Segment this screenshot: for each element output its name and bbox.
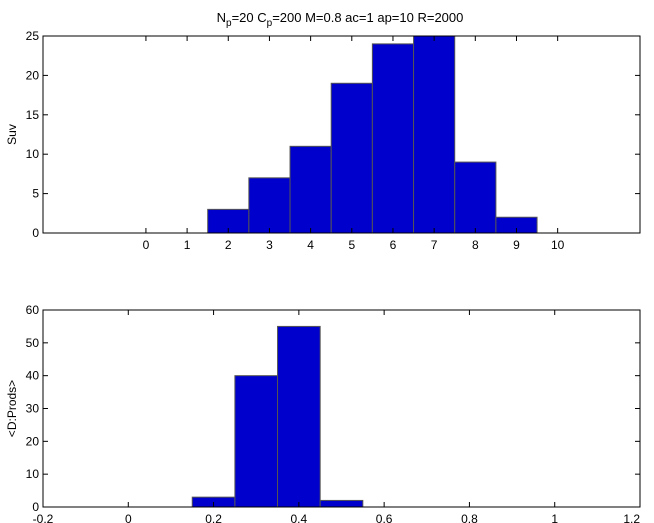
x-tick-label: 4 — [307, 238, 314, 252]
x-tick-label: 0 — [143, 238, 150, 252]
y-tick-label: 60 — [26, 303, 40, 317]
x-tick-label: 1.2 — [623, 512, 640, 523]
histogram-bar — [330, 82, 373, 234]
x-tick-label: 2 — [225, 238, 232, 252]
histogram-bar — [289, 145, 332, 234]
y-tick-label: 30 — [26, 402, 40, 416]
histogram-bar — [454, 161, 497, 234]
axes-box — [42, 35, 641, 234]
y-axis-label: <D:Prods> — [5, 380, 19, 437]
x-tick-label: 6 — [390, 238, 397, 252]
x-tick-label: 0.4 — [291, 512, 308, 523]
histogram-bar — [413, 35, 456, 234]
y-tick-label: 15 — [26, 108, 40, 122]
x-tick-label: 0.6 — [376, 512, 393, 523]
histogram-bar — [248, 177, 291, 234]
x-tick-label: 0 — [125, 512, 132, 523]
y-axis-label: Suv — [5, 124, 19, 145]
x-tick-label: 0.8 — [461, 512, 478, 523]
x-tick-label: 8 — [472, 238, 479, 252]
figure-title: Np=20 Cp=200 M=0.8 ac=1 ap=10 R=2000 — [217, 10, 464, 29]
y-tick-label: 40 — [26, 369, 40, 383]
title-part-2: p — [226, 18, 232, 29]
x-tick-label: -0.2 — [33, 512, 54, 523]
y-tick-label: 20 — [26, 434, 40, 448]
y-tick-label: 50 — [26, 336, 40, 350]
histogram-bar — [234, 375, 279, 508]
x-tick-label: 0.2 — [205, 512, 222, 523]
y-tick-label: 25 — [26, 29, 40, 43]
title-part-5: =200 M=0.8 ac=1 ap=10 R=2000 — [272, 10, 463, 25]
y-tick-label: 0 — [32, 500, 39, 514]
x-tick-label: 1 — [551, 512, 558, 523]
y-tick-label: 20 — [26, 68, 40, 82]
histogram-bar — [277, 325, 321, 508]
top-histogram: 0 1 2 3 4 5 6 7 8 9 10 0 5 10 15 20 25 Suv — [5, 29, 641, 252]
title-part-1: N — [217, 10, 226, 25]
title-part-4: p — [267, 18, 273, 29]
x-tick-label: 10 — [551, 238, 565, 252]
x-tick-label: 5 — [348, 238, 355, 252]
x-tick-label: 9 — [513, 238, 520, 252]
y-tick-label: 10 — [26, 147, 40, 161]
histogram-bar — [319, 499, 364, 508]
y-tick-label: 10 — [26, 467, 40, 481]
histogram-bar — [371, 43, 415, 234]
axes-box — [42, 309, 641, 508]
bottom-histogram: -0.2 0 0.2 0.4 0.6 0.8 1 1.20102030405060<D:Pro… — [5, 303, 641, 523]
title-part-3: =20 C — [232, 10, 267, 25]
x-tick-label: 1 — [184, 238, 191, 252]
y-tick-label: 0 — [32, 226, 39, 240]
y-tick-label: 5 — [32, 187, 39, 201]
x-tick-label: 7 — [431, 238, 438, 252]
x-tick-label: 3 — [266, 238, 273, 252]
